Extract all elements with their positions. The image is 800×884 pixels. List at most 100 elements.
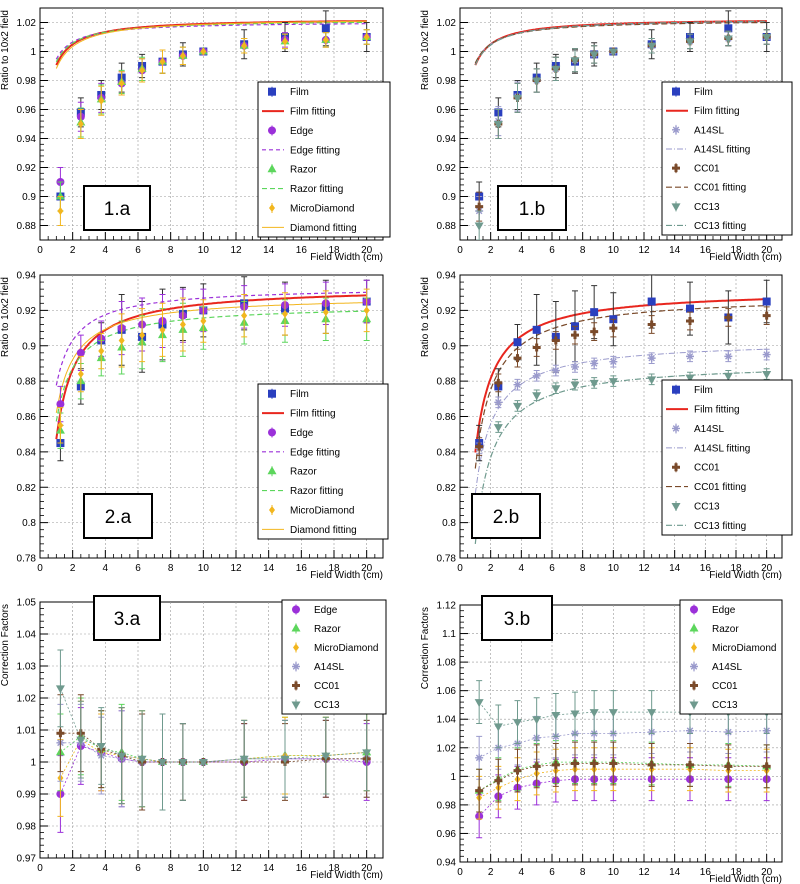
data-point (551, 711, 561, 720)
data-point (280, 755, 290, 764)
data-point (475, 202, 484, 211)
x-tick-label: 0 (457, 245, 463, 256)
series-cc01 (475, 741, 771, 813)
legend-label: CC01 (712, 681, 738, 692)
legend-label: MicroDiamond (290, 203, 354, 214)
data-point (139, 66, 146, 75)
data-point (159, 325, 166, 334)
panel-title: 1.b (519, 199, 545, 220)
legend-marker-edge (268, 428, 276, 437)
y-tick-label: 0.9 (442, 192, 456, 203)
series-cc13 (55, 649, 372, 811)
x-tick-label: 8 (580, 867, 586, 878)
legend-marker-cc01 (292, 681, 300, 690)
x-tick-label: 4 (103, 563, 109, 574)
x-tick-label: 18 (328, 245, 340, 256)
data-point (589, 379, 599, 388)
x-tick-label: 8 (580, 563, 586, 574)
x-tick-label: 10 (198, 245, 210, 256)
x-tick-label: 16 (296, 245, 308, 256)
legend-label: Razor (712, 624, 739, 635)
fit-curve-a14sl (474, 348, 767, 494)
data-point (117, 752, 127, 761)
data-point (609, 759, 618, 768)
panel-title-box (481, 595, 553, 641)
data-point (137, 755, 147, 764)
y-tick-label: 1.1 (442, 629, 456, 640)
data-point (239, 755, 249, 764)
y-tick-label: 0.86 (17, 412, 37, 423)
y-tick-label: 1.06 (437, 686, 457, 697)
x-tick-label: 0 (457, 563, 463, 574)
data-point (590, 359, 599, 368)
y-tick-label: 1.05 (17, 598, 37, 609)
x-axis-label: Field Width (cm) (709, 252, 782, 263)
data-point (118, 79, 125, 88)
data-point (532, 325, 541, 334)
x-tick-label: 18 (730, 563, 742, 574)
y-axis-label: Ratio to 10x2 field (0, 277, 11, 357)
legend-label: Film fitting (694, 405, 740, 416)
data-point (139, 331, 146, 340)
data-point (724, 352, 733, 361)
chart-3b: 0.94 0.96 0.98 1 1.02 1.04 1.06 1.08 1.1 1.12 0 2 4 6… (420, 595, 783, 884)
data-point (723, 372, 733, 381)
data-point (647, 709, 657, 718)
x-tick-label: 14 (669, 867, 681, 878)
data-point (686, 304, 694, 313)
series-connector-edge (60, 745, 367, 795)
legend-label: CC01 (694, 463, 720, 474)
data-point (590, 327, 599, 336)
legend-label: Edge (290, 126, 314, 137)
x-tick-label: 6 (549, 563, 555, 574)
legend-marker-cc01 (672, 164, 680, 173)
data-point (532, 77, 542, 86)
x-tick-label: 0 (457, 867, 463, 878)
y-tick-label: 0.98 (17, 76, 37, 87)
legend-label: CC13 (694, 501, 720, 512)
legend-marker-cc13 (689, 701, 699, 710)
panel-title-box (497, 185, 567, 231)
legend-label: A14SL (694, 125, 724, 136)
legend: Film Film fitting A14SL A14SL fitting CC01 CC… (661, 379, 793, 536)
legend-marker-microdiamond (269, 505, 275, 514)
fit-curve-microdiamond (55, 302, 367, 413)
data-point (98, 347, 105, 356)
legend-label: Edge (712, 605, 736, 616)
data-point (571, 331, 579, 340)
legend-label: CC13 (314, 700, 340, 711)
x-tick-label: 6 (549, 245, 555, 256)
data-point (198, 759, 208, 767)
data-point (178, 759, 188, 767)
x-axis-label: Field Width (cm) (310, 870, 383, 881)
y-tick-label: 0.96 (437, 829, 457, 840)
legend: Film Film fitting Edge Edge fitting Razor Raz… (257, 81, 391, 238)
legend-marker-edge (292, 605, 300, 614)
data-point (589, 709, 599, 718)
legend-label: Edge fitting (290, 145, 340, 156)
data-point (532, 392, 542, 401)
legend-label: Edge fitting (290, 447, 340, 458)
y-axis-label: Ratio to 10x2 field (420, 10, 431, 90)
panel-title: 2.a (105, 507, 132, 528)
data-point (647, 376, 657, 385)
legend-marker-film (672, 385, 680, 394)
legend-marker-film (672, 87, 680, 96)
legend-label: Film (290, 389, 309, 400)
y-tick-label: 0.92 (437, 306, 457, 317)
y-tick-label: 0.94 (437, 134, 457, 145)
x-tick-label: 16 (296, 863, 308, 874)
panel-title: 2.b (493, 507, 519, 528)
data-point (609, 357, 618, 366)
y-axis-label: Correction Factors (420, 607, 431, 689)
legend-label: CC13 (712, 700, 738, 711)
data-point (475, 442, 484, 451)
x-tick-label: 10 (198, 863, 210, 874)
data-point (762, 297, 771, 306)
x-tick-label: 2 (488, 867, 494, 878)
y-tick-label: 1.03 (17, 662, 37, 673)
y-tick-label: 1.02 (437, 743, 457, 754)
legend-label: Razor (290, 165, 317, 176)
legend-marker-a14sl (672, 125, 680, 134)
